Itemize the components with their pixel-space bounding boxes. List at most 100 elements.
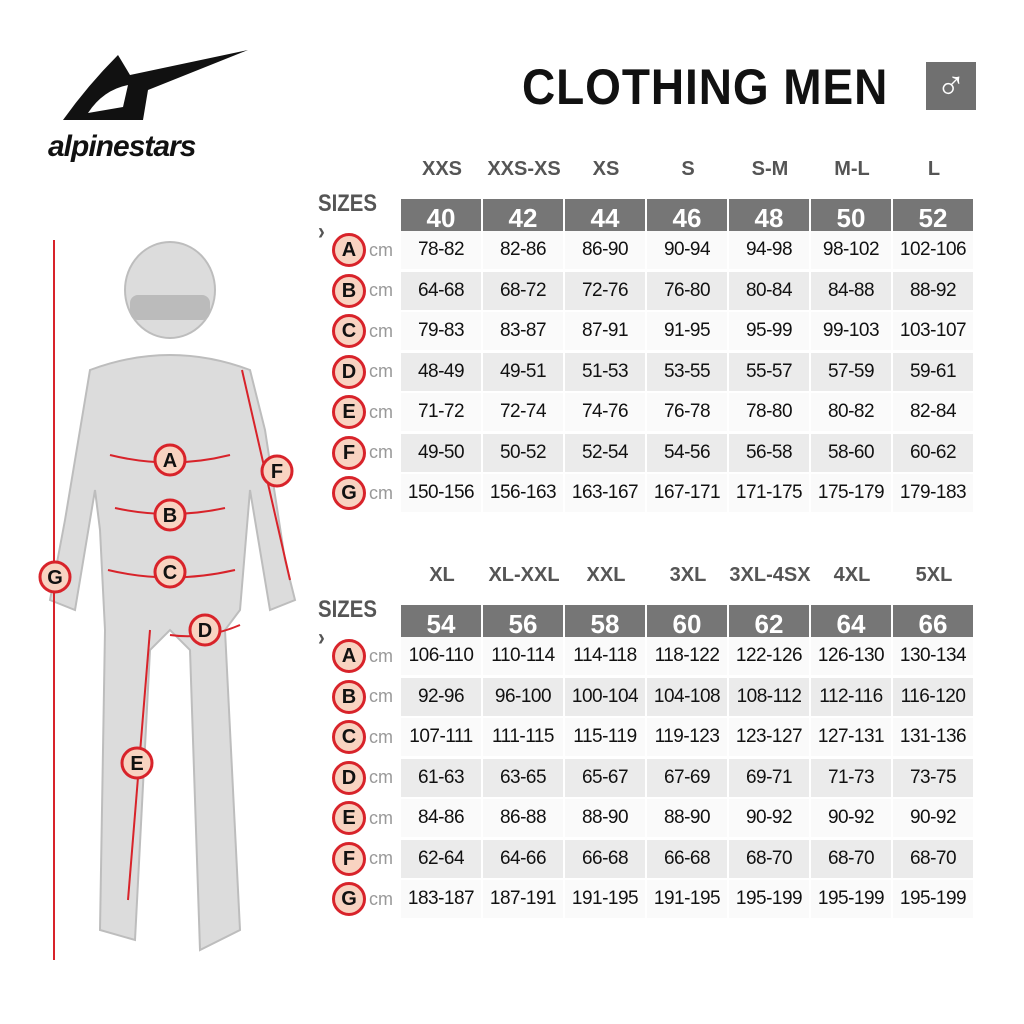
measurement-cell: 52-54	[565, 433, 645, 472]
measurement-cell: 54-56	[647, 433, 727, 472]
size-number-cell: 64	[811, 605, 891, 643]
measurement-cell: 103-107	[893, 312, 973, 350]
alpinestars-star-logo-icon	[63, 50, 248, 120]
svg-text:E: E	[130, 753, 143, 775]
measurement-cell: 84-86	[401, 799, 481, 837]
measurement-cell: 80-82	[811, 393, 891, 431]
measurement-cell: 99-103	[811, 312, 891, 350]
svg-text:D: D	[198, 620, 212, 642]
measurement-cell: 78-80	[729, 393, 809, 431]
measurement-cell: 195-199	[893, 880, 973, 918]
measurement-marker-badge: A	[332, 233, 366, 267]
svg-text:G: G	[47, 567, 63, 589]
measurement-marker-badge: D	[332, 354, 366, 389]
measurement-cell: 48-49	[401, 352, 481, 391]
size-number-cell: 42	[483, 199, 563, 237]
measurement-cell: 62-64	[401, 839, 481, 878]
svg-text:F: F	[271, 461, 283, 483]
measurement-cell: 102-106	[893, 231, 973, 269]
measurement-cell: 107-111	[401, 718, 481, 756]
measurement-cell: 83-87	[483, 312, 563, 350]
measurement-cell: 167-171	[647, 474, 727, 512]
size-letter-labels: XL XL-XXL XXL 3XL 3XL-4SX 4XL 5XL	[401, 564, 975, 587]
unit-label: cm	[369, 645, 393, 666]
size-number-cell: 58	[565, 605, 645, 643]
measurement-marker-badge: E	[332, 395, 366, 429]
measurement-cell: 156-163	[483, 474, 563, 512]
measurement-cell: 191-195	[565, 880, 645, 918]
measurement-cell: 171-175	[729, 474, 809, 512]
measurement-cell: 66-68	[647, 839, 727, 878]
sizes-label: SIZES ›	[318, 190, 377, 245]
measurement-cell: 71-72	[401, 393, 481, 431]
measurement-cell: 131-136	[893, 718, 973, 756]
measurement-cell: 114-118	[565, 637, 645, 675]
measurement-marker-badge: F	[332, 841, 366, 876]
measurement-marker-badge: C	[332, 720, 366, 754]
measurement-cell: 68-70	[811, 839, 891, 878]
measurement-cell: 51-53	[565, 352, 645, 391]
measurement-cell: 119-123	[647, 718, 727, 756]
measurement-cell: 123-127	[729, 718, 809, 756]
measurement-cell: 90-92	[811, 799, 891, 837]
measurement-marker-badge: B	[332, 679, 366, 714]
measurement-cell: 73-75	[893, 758, 973, 797]
unit-label: cm	[369, 807, 393, 828]
size-letter-label: 4XL	[833, 564, 871, 586]
measurement-cell: 72-74	[483, 393, 563, 431]
measurement-cell: 127-131	[811, 718, 891, 756]
brand-wordmark: alpinestars	[48, 130, 196, 163]
measurement-cell: 82-84	[893, 393, 973, 431]
size-letter-labels: XXS XXS-XS XS S S-M M-L L	[401, 158, 975, 181]
measurement-cell: 118-122	[647, 637, 727, 675]
measurement-cell: 191-195	[647, 880, 727, 918]
measurement-cell: 68-70	[893, 839, 973, 878]
sizes-header-row: SIZES › 54 56 58 60 62 64 66	[318, 596, 975, 652]
measurement-cell: 88-92	[893, 271, 973, 310]
measurement-cell: 74-76	[565, 393, 645, 431]
unit-label: cm	[369, 848, 393, 868]
measurement-cell: 87-91	[565, 312, 645, 350]
unit-label: cm	[369, 726, 393, 747]
measurement-marker-badge: B	[332, 273, 366, 308]
size-number-cell: 62	[729, 605, 809, 643]
measurement-cell: 80-84	[729, 271, 809, 310]
figure-markers: A B C D E F G	[38, 443, 294, 780]
size-letter-label: XXS	[421, 158, 463, 180]
male-symbol-icon: ♂	[926, 62, 976, 110]
measurement-cell: 68-72	[483, 271, 563, 310]
size-letter-label: M-L	[834, 158, 870, 180]
measurement-cell: 106-110	[401, 637, 481, 675]
measurement-cell: 96-100	[483, 677, 563, 716]
measurement-cell: 108-112	[729, 677, 809, 716]
measurement-cell: 78-82	[401, 231, 481, 269]
size-number-cell: 52	[893, 199, 973, 237]
size-number-cell: 48	[729, 199, 809, 237]
measurement-cell: 187-191	[483, 880, 563, 918]
measurement-cell: 67-69	[647, 758, 727, 797]
svg-text:C: C	[163, 562, 177, 584]
size-letter-label: 3XL-4SX	[729, 564, 811, 586]
measurement-cell: 49-51	[483, 352, 563, 391]
body-measurement-figure: A B C D E F G	[38, 240, 297, 960]
measurement-cell: 60-62	[893, 433, 973, 472]
size-letter-label: L	[927, 158, 941, 180]
measurement-cell: 115-119	[565, 718, 645, 756]
